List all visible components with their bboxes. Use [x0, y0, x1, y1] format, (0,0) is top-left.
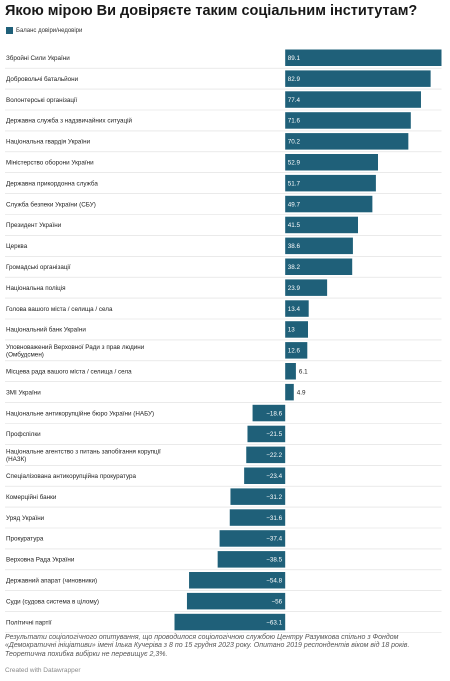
category-label: Національне агентство з питань запобіган… — [6, 447, 161, 463]
category-label: Місцева рада вашого міста / селища / сел… — [6, 367, 132, 375]
bar — [285, 112, 411, 129]
category-label: Комерційні банки — [6, 493, 57, 501]
category-label: Державний апарат (чиновники) — [6, 576, 97, 584]
bar — [285, 363, 296, 380]
value-label: 13 — [288, 327, 296, 334]
bar — [285, 237, 353, 255]
category-label: Президент України — [6, 222, 62, 229]
value-label: 23.9 — [288, 285, 301, 292]
value-label: −37.4 — [266, 536, 282, 543]
bar — [285, 342, 308, 359]
value-label: 38.2 — [288, 264, 301, 271]
category-label: Державна прикордонна служба — [6, 179, 98, 187]
value-label: −31.2 — [266, 494, 282, 501]
value-label: 89.1 — [288, 55, 301, 62]
value-label: −23.4 — [266, 473, 282, 480]
value-label: −54.8 — [266, 577, 282, 584]
category-label: Збройні Сили України — [6, 54, 70, 62]
value-label: 49.7 — [288, 201, 301, 208]
bar — [285, 133, 409, 150]
category-label: Національне антикорупційне бюро України … — [6, 409, 154, 417]
category-label: Церква — [6, 243, 28, 250]
value-label: −31.6 — [266, 515, 282, 522]
category-label: Спеціалізована антикорупційна прокуратур… — [6, 472, 137, 480]
footnote: Результати соціологічного опитування, що… — [5, 634, 410, 658]
bar — [230, 488, 286, 505]
value-label: 38.6 — [288, 243, 301, 250]
value-label: 70.2 — [288, 139, 301, 146]
value-label: 4.9 — [297, 389, 306, 396]
category-label: Верховна Рада України — [6, 557, 75, 564]
bar — [247, 425, 286, 443]
category-label: Національна гвардія України — [6, 138, 91, 146]
category-label: Громадські організації — [6, 263, 71, 271]
value-label: −38.5 — [266, 557, 282, 564]
chart-title: Якою мірою Ви довіряєте таким соціальним… — [5, 3, 418, 19]
category-label: Національний банк України — [6, 326, 86, 334]
bar — [189, 572, 286, 589]
legend: Баланс довіри/недовіри — [6, 27, 82, 34]
bar — [285, 321, 308, 338]
value-label: −63.1 — [266, 619, 282, 626]
bar — [285, 70, 431, 87]
category-label: Профспілки — [6, 430, 41, 438]
bar — [217, 551, 286, 568]
category-label: Міністерство оборони України — [6, 158, 94, 166]
bar — [285, 195, 373, 213]
value-label: 41.5 — [288, 222, 301, 229]
category-label: Уповноважений Верховної Ради з прав люди… — [6, 343, 145, 359]
value-label: 6.1 — [299, 368, 308, 375]
bar — [219, 530, 286, 547]
value-label: 77.4 — [288, 97, 301, 104]
value-label: −18.6 — [266, 410, 282, 417]
bar — [285, 174, 376, 192]
value-label: 13.4 — [288, 306, 301, 313]
bar — [252, 404, 286, 422]
credit: Created with Datawrapper — [5, 667, 81, 674]
category-label: Голова вашого міста / селища / села — [6, 305, 113, 313]
bar — [244, 467, 286, 484]
bar — [174, 613, 286, 631]
bar — [229, 509, 286, 526]
bar — [285, 91, 421, 108]
category-label: Уряд України — [6, 515, 45, 522]
value-label: −22.2 — [266, 452, 282, 459]
value-label: 51.7 — [288, 180, 301, 187]
bar — [246, 446, 286, 464]
bar — [285, 300, 309, 317]
bar — [186, 592, 286, 610]
value-label: 12.6 — [288, 348, 301, 355]
category-label: Добровольчі батальйони — [6, 75, 79, 83]
category-label: Державна служба з надзвичайних ситуацій — [6, 117, 133, 125]
category-label: ЗМІ України — [6, 389, 41, 396]
bar — [285, 279, 328, 296]
category-label: Прокуратура — [6, 536, 44, 543]
category-label: Суди (судова система в цілому) — [6, 597, 99, 605]
value-label: 52.9 — [288, 159, 301, 166]
bar — [285, 216, 358, 234]
bar — [285, 383, 294, 401]
category-label: Волонтерські організації — [6, 96, 77, 104]
value-label: −56 — [272, 598, 283, 605]
bar — [285, 49, 442, 66]
value-label: 82.9 — [288, 76, 301, 83]
category-label: Національна поліція — [6, 284, 65, 292]
bar — [285, 154, 378, 171]
category-label: Політичні партії — [6, 618, 52, 626]
value-label: −21.5 — [266, 431, 282, 438]
value-label: 71.6 — [288, 118, 301, 125]
bar-chart: Збройні Сили України 89.1 Добровольчі бата… — [5, 49, 442, 633]
category-label: Служба безпеки України (СБУ) — [6, 200, 96, 208]
legend-label: Баланс довіри/недовіри — [16, 27, 83, 34]
bar — [285, 258, 353, 275]
legend-swatch — [6, 27, 13, 34]
